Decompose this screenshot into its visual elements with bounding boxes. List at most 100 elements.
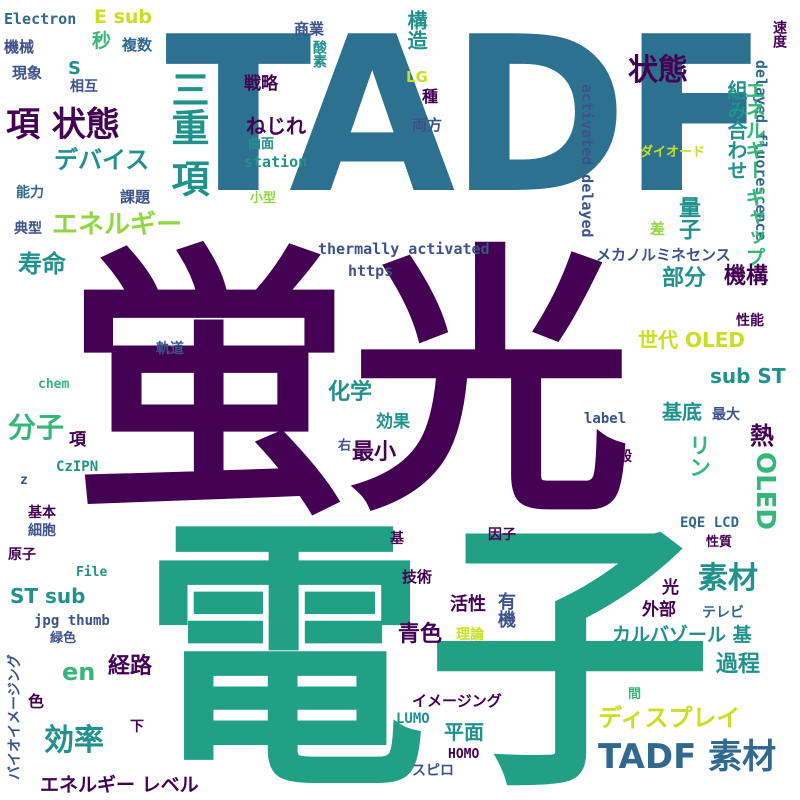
word-shita: 下 — [130, 719, 144, 735]
word-kouritsu: 効率 — [44, 723, 104, 758]
word-mechano: メカノルミネセンス — [596, 246, 731, 264]
word-rin: リン — [685, 434, 710, 478]
word-nejire: ねじれ — [246, 114, 306, 138]
word-bio-imaging: バイオイメージング — [7, 654, 23, 780]
word-iro: 色 — [28, 692, 45, 711]
word-sougo: 相互 — [70, 79, 98, 95]
word-motoi: 基 — [390, 531, 404, 547]
word-saibou: 細胞 — [28, 523, 56, 539]
word-kihon: 基本 — [28, 505, 56, 521]
word-lumo: LUMO — [396, 711, 430, 727]
word-tenkei: 典型 — [14, 221, 42, 237]
word-kyokumen: 曲面 — [248, 137, 275, 152]
word-activated: activated delayed — [578, 84, 596, 238]
word-senryaku: 戦略 — [244, 74, 278, 94]
word-nouryoku: 能力 — [16, 185, 44, 201]
word-imaging: イメージング — [412, 692, 502, 710]
word-lg: LG — [406, 68, 428, 86]
word-eqe-lcd: EQE LCD — [680, 515, 740, 531]
word-ippan: 一般 — [604, 449, 632, 465]
word-migi: 右 — [335, 438, 350, 451]
word-ryouhou: 両方 — [412, 116, 443, 134]
word-jpg-thumb: jpg thumb — [34, 613, 110, 629]
word-thermally: thermally activated — [318, 240, 490, 258]
word-terebi: テレビ — [702, 605, 744, 621]
word-kagaku: 化学 — [328, 380, 373, 405]
word-shougyou: 商業 — [294, 20, 325, 38]
word-kikou: 機構 — [724, 264, 769, 289]
word-seishitsu: 性質 — [706, 535, 733, 550]
word-https: https — [348, 262, 394, 280]
word-czipn: CzIPN — [56, 459, 99, 475]
word-sanjuu-kou: 三重 項 — [165, 70, 209, 198]
word-carbazole: カルバゾール 基 — [612, 624, 752, 646]
word-keiro: 経路 — [108, 654, 153, 679]
word-energy-level: エネルギー レベル — [40, 774, 199, 796]
word-katei: 過程 — [716, 652, 761, 677]
word-spiro: スピロ — [412, 763, 454, 779]
word-electron: Electron — [4, 10, 77, 28]
word-ryokushoku: 緑色 — [50, 631, 77, 646]
word-sub-st: sub ST — [710, 364, 786, 388]
word-sanso: 酸素 — [311, 40, 327, 68]
word-e-sub: E sub — [94, 6, 153, 28]
word-kogata: 小型 — [250, 191, 277, 206]
word-bubun: 部分 — [662, 266, 707, 291]
word-st-sub: ST sub — [10, 584, 86, 608]
word-kitei: 基底 — [662, 400, 702, 424]
word-kouzou: 構造 — [404, 10, 428, 50]
word-kassei: 活性 — [450, 594, 486, 615]
word-energy-gap: エネルギー ギャップ — [742, 80, 766, 267]
word-chem: chem — [38, 377, 70, 392]
word-gijutsu: 技術 — [402, 568, 433, 586]
word-file: File — [76, 565, 108, 580]
word-sokudo: 速度 — [771, 20, 787, 48]
word-s: S — [68, 58, 81, 79]
word-kadai: 課題 — [120, 188, 151, 206]
word-station: station — [244, 153, 308, 171]
word-hikari: 光 — [662, 578, 679, 598]
word-fukusuu: 複数 — [122, 36, 153, 54]
word-kouka: 効果 — [376, 412, 410, 432]
word-seinou: 性能 — [736, 313, 764, 329]
word-energy: エネルギー — [52, 210, 183, 240]
word-byou: 秒 — [92, 30, 112, 52]
word-riron: 理論 — [456, 627, 484, 643]
word-shu: 種 — [419, 88, 438, 104]
word-heimen: 平面 — [444, 720, 484, 744]
word-denshi: 電子 — [142, 494, 712, 800]
word-oled: OLED — [750, 452, 780, 531]
word-netsu: 熱 — [750, 422, 774, 450]
word-z: z — [20, 473, 28, 488]
word-saidai: 最大 — [712, 407, 740, 423]
word-tadf-main: TADF — [165, 0, 769, 241]
word-sozai: 素材 — [698, 561, 758, 596]
word-yuuki: 有機 — [495, 592, 516, 628]
word-sa: 差 — [650, 220, 666, 238]
word-gaibu: 外部 — [642, 600, 676, 620]
word-bunshi: 分子 — [8, 411, 65, 444]
word-ma: 間 — [628, 687, 642, 702]
word-hikari-ei: 蛍光 — [68, 221, 632, 550]
word-seishoku: 青色 — [398, 622, 443, 647]
word-joutai2: 状態 — [628, 53, 688, 88]
word-tadf-sozai: TADF 素材 — [598, 737, 777, 777]
word-en: en — [62, 658, 96, 686]
word-kou2: 項 — [65, 430, 85, 447]
word-genshou: 現象 — [12, 64, 43, 82]
word-device: デバイス — [54, 146, 150, 174]
word-kou-joutai: 項 状態 — [6, 105, 120, 145]
word-inshi: 因子 — [488, 527, 516, 543]
word-jumyou: 寿命 — [18, 250, 66, 278]
word-label: label — [584, 411, 627, 427]
word-kidou: 軌道 — [156, 341, 184, 357]
word-genshi: 原子 — [8, 547, 36, 563]
word-ryoushi: 量子 — [675, 196, 700, 240]
word-diode: ダイオード — [640, 145, 706, 160]
word-kikai: 機械 — [4, 38, 35, 56]
word-saishou: 最小 — [352, 440, 397, 465]
word-display: ディスプレイ — [598, 704, 741, 732]
word-kumiawase: 組み合わせ — [724, 80, 748, 180]
word-homo: HOMO — [448, 747, 480, 762]
